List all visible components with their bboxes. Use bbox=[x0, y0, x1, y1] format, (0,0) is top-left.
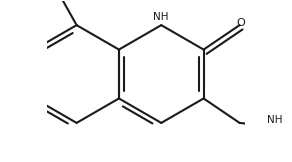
Text: O: O bbox=[236, 17, 245, 28]
Text: NH: NH bbox=[153, 12, 168, 22]
Text: NH: NH bbox=[267, 115, 282, 125]
